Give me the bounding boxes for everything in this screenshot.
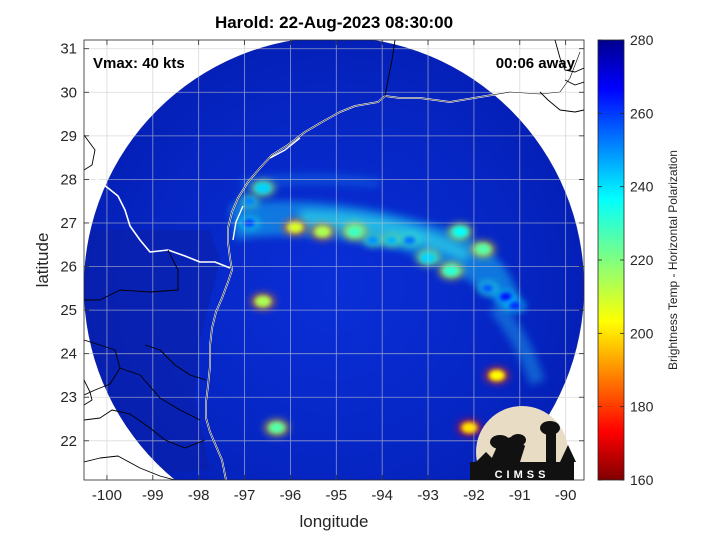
- colorbar-tick-label: 220: [630, 252, 654, 268]
- rainband-cell: [452, 226, 469, 238]
- coastline-shadow: [205, 51, 581, 480]
- x-tick-label: -92: [463, 487, 485, 504]
- y-axis-label: latitude: [33, 233, 52, 288]
- map-title: Harold: 22-Aug-2023 08:30:00: [215, 13, 453, 32]
- x-tick-label: -97: [234, 487, 256, 504]
- rainband-cell: [442, 265, 459, 277]
- rainband-cell: [500, 292, 513, 302]
- colorbar-tick-label: 280: [630, 32, 654, 48]
- rainband-cell: [509, 301, 522, 310]
- y-tick-label: 28: [60, 171, 77, 188]
- y-tick-label: 31: [60, 41, 77, 58]
- colorbar-tick-label: 200: [630, 325, 654, 341]
- y-tick-label: 26: [60, 259, 77, 276]
- plot-frame: [83, 39, 585, 481]
- colorbar-tick-label: 160: [630, 472, 654, 488]
- x-tick-label: -93: [417, 487, 439, 504]
- y-tick-label: 30: [60, 84, 77, 101]
- colorbar-label: Brightness Temp - Horizontal Polarizatio…: [666, 150, 680, 370]
- y-tick-label: 22: [60, 433, 77, 450]
- rainband-cell: [481, 284, 494, 293]
- colorbar-tick-label: 260: [630, 105, 654, 121]
- rainband-cell: [488, 369, 505, 382]
- x-tick-label: -95: [325, 487, 347, 504]
- colorbar-tick-label: 180: [630, 399, 654, 415]
- y-axis-ticks: 22 23 24 25 26 27 28 29 30 31: [60, 41, 584, 450]
- x-tick-label: -94: [371, 487, 393, 504]
- rainband-cell: [366, 236, 379, 245]
- logo-text: CIMSS: [495, 469, 550, 481]
- x-tick-label: -91: [509, 487, 531, 504]
- colorbar: 160 180 200 220 240 260 280 Brightness Temp - …: [597, 32, 680, 488]
- coastline-overlay: [84, 40, 584, 480]
- grid-lines: [84, 40, 584, 480]
- convective-cells: [239, 180, 526, 436]
- rainband-cell: [314, 226, 331, 238]
- vmax-label: Vmax: 40 kts: [93, 55, 185, 72]
- colorbar-tick-label: 240: [630, 179, 654, 195]
- cimss-logo: CIMSS: [470, 406, 576, 481]
- time-away-label: 00:06 away: [496, 55, 576, 72]
- rainband-cell: [346, 226, 363, 238]
- rainband-east: [490, 300, 545, 385]
- colorbar-ticks: 160 180 200 220 240 260 280: [598, 32, 654, 488]
- rainband-cell: [254, 295, 271, 307]
- rainband-cell: [461, 422, 478, 434]
- x-axis-label: longitude: [299, 512, 368, 531]
- x-axis-ticks: -100 -99 -98 -97 -96 -95 -94 -93 -92 -91 -90: [92, 40, 577, 504]
- rio-grande-border: [84, 171, 231, 269]
- rainband-cell: [254, 182, 271, 194]
- outer-band: [240, 173, 380, 192]
- y-tick-label: 29: [60, 128, 77, 145]
- x-tick-label: -96: [280, 487, 302, 504]
- x-tick-label: -100: [92, 487, 122, 504]
- rainband-cell: [475, 243, 492, 255]
- y-tick-label: 25: [60, 302, 77, 319]
- rainband-cell: [268, 422, 285, 434]
- y-tick-label: 23: [60, 389, 77, 406]
- rainband-cell: [403, 236, 416, 245]
- rainband-cell: [287, 221, 304, 233]
- y-tick-label: 27: [60, 215, 77, 232]
- rainband-cell: [385, 236, 398, 245]
- x-tick-label: -99: [142, 487, 164, 504]
- x-tick-label: -90: [555, 487, 577, 504]
- x-tick-label: -98: [188, 487, 210, 504]
- rainband-cell: [243, 196, 256, 206]
- y-tick-label: 24: [60, 346, 77, 363]
- colorbar-gradient: [597, 39, 625, 481]
